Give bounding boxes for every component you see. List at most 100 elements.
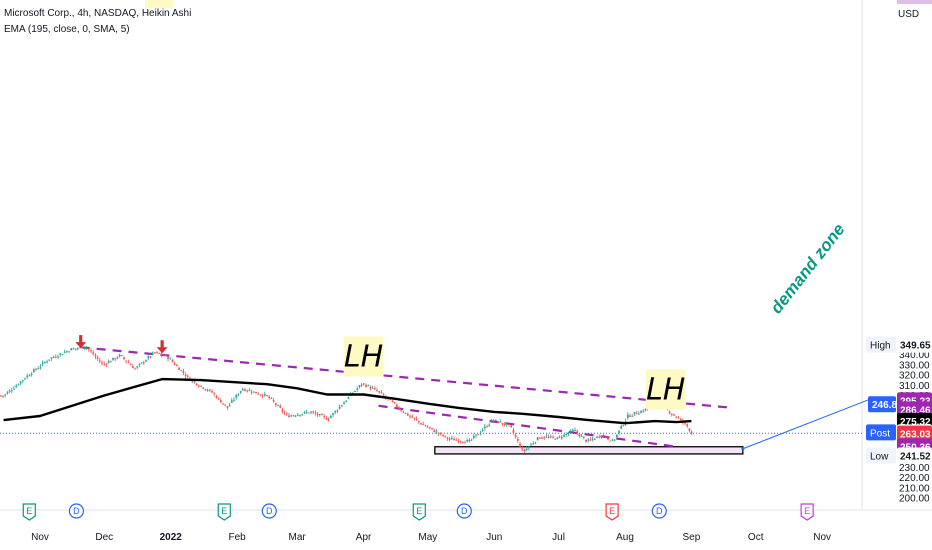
candle-body bbox=[13, 388, 15, 390]
candle-body bbox=[431, 428, 433, 430]
candle-body bbox=[486, 426, 488, 428]
candle-body bbox=[332, 413, 334, 416]
candle-body bbox=[8, 390, 11, 392]
candle-body bbox=[61, 354, 64, 356]
earnings-icon-letter: E bbox=[609, 506, 615, 516]
candle-body bbox=[365, 385, 367, 387]
candle-body bbox=[290, 415, 293, 417]
dividend-icon bbox=[68, 503, 85, 519]
candle-body bbox=[30, 373, 33, 375]
candle-body bbox=[422, 424, 425, 426]
candle-body bbox=[83, 347, 86, 349]
candle-body bbox=[558, 436, 561, 438]
candle-body bbox=[239, 390, 242, 393]
candle-body bbox=[607, 438, 609, 440]
candle-body bbox=[532, 443, 535, 445]
candle-body bbox=[180, 370, 183, 372]
candle-body bbox=[281, 409, 284, 412]
candle-body bbox=[424, 425, 427, 427]
candle-body bbox=[202, 387, 205, 389]
candle-body bbox=[598, 436, 601, 438]
candle-body bbox=[301, 413, 304, 415]
badge-caption-bg bbox=[866, 424, 896, 441]
candle-body bbox=[622, 425, 625, 427]
candle-body bbox=[574, 429, 576, 431]
candle-body bbox=[618, 430, 620, 434]
candle-body bbox=[118, 354, 121, 357]
candle-body bbox=[6, 392, 9, 394]
candle-body bbox=[200, 385, 202, 387]
candle-body bbox=[497, 421, 499, 424]
candle-body bbox=[173, 363, 176, 365]
candle-body bbox=[677, 417, 680, 419]
candle-body bbox=[605, 435, 607, 438]
candle-body bbox=[536, 437, 539, 441]
candle-body bbox=[288, 415, 290, 418]
candle-body bbox=[484, 426, 486, 429]
candle-body bbox=[154, 352, 156, 354]
partial-price-badge bbox=[868, 396, 896, 413]
y-tick-label: 220.00 bbox=[899, 473, 930, 484]
candle-body bbox=[376, 390, 378, 392]
candle-body bbox=[268, 396, 271, 398]
candle-body bbox=[640, 411, 642, 413]
candle-body bbox=[134, 368, 136, 370]
candle-body bbox=[228, 404, 231, 407]
candle-body bbox=[462, 441, 464, 443]
candle-body bbox=[594, 438, 596, 440]
lh-label: LH bbox=[646, 372, 685, 407]
candle-body bbox=[211, 391, 213, 393]
symbol-title: Microsoft Corp., 4h, NASDAQ, Heikin Ashi bbox=[4, 8, 192, 19]
candle-body bbox=[215, 395, 218, 398]
candle-body bbox=[611, 439, 614, 441]
y-tick-label: 310.00 bbox=[899, 381, 930, 392]
candle-body bbox=[545, 436, 548, 438]
y-tick-label: 320.00 bbox=[899, 371, 930, 382]
candle-body bbox=[270, 397, 273, 399]
candle-body bbox=[310, 411, 312, 413]
candle-body bbox=[688, 428, 691, 431]
candle-body bbox=[103, 363, 106, 365]
candle-body bbox=[217, 397, 220, 399]
earnings-icon bbox=[217, 503, 231, 521]
candle-body bbox=[354, 390, 356, 392]
candle-body bbox=[629, 415, 631, 417]
candle-body bbox=[470, 439, 473, 441]
candle-body bbox=[46, 361, 48, 363]
y-tick-label: 200.00 bbox=[899, 494, 930, 505]
candle-body bbox=[389, 399, 392, 401]
candle-body bbox=[457, 440, 460, 442]
candle-body bbox=[325, 418, 328, 420]
candle-body bbox=[50, 357, 53, 359]
candle-body bbox=[473, 435, 475, 438]
candle-body bbox=[209, 389, 211, 391]
candle-body bbox=[176, 365, 178, 367]
candle-body bbox=[127, 362, 130, 364]
candle-body bbox=[358, 385, 361, 387]
candle-body bbox=[506, 423, 508, 425]
candle-body bbox=[35, 369, 37, 371]
candle-body bbox=[616, 434, 618, 438]
candle-body bbox=[440, 433, 442, 435]
candle-body bbox=[519, 443, 521, 448]
candle-body bbox=[481, 430, 484, 432]
x-tick-label: Nov bbox=[813, 532, 831, 543]
down-arrow bbox=[75, 335, 87, 349]
y-tick-label: 340.00 bbox=[899, 350, 930, 361]
x-tick-label: Mar bbox=[289, 532, 307, 543]
earnings-icon bbox=[800, 503, 814, 521]
candle-body bbox=[22, 380, 24, 382]
price-badge-text: 263.03 bbox=[900, 430, 931, 441]
candle-body bbox=[638, 413, 640, 415]
x-tick-label: Jun bbox=[486, 532, 502, 543]
candle-body bbox=[530, 444, 532, 446]
price-badge-text: 349.65 bbox=[900, 341, 931, 352]
candle-body bbox=[444, 435, 447, 437]
candle-body bbox=[226, 406, 229, 408]
candle-body bbox=[433, 430, 436, 433]
candle-body bbox=[156, 352, 158, 354]
candle-body bbox=[345, 400, 348, 402]
candle-body bbox=[149, 356, 152, 358]
